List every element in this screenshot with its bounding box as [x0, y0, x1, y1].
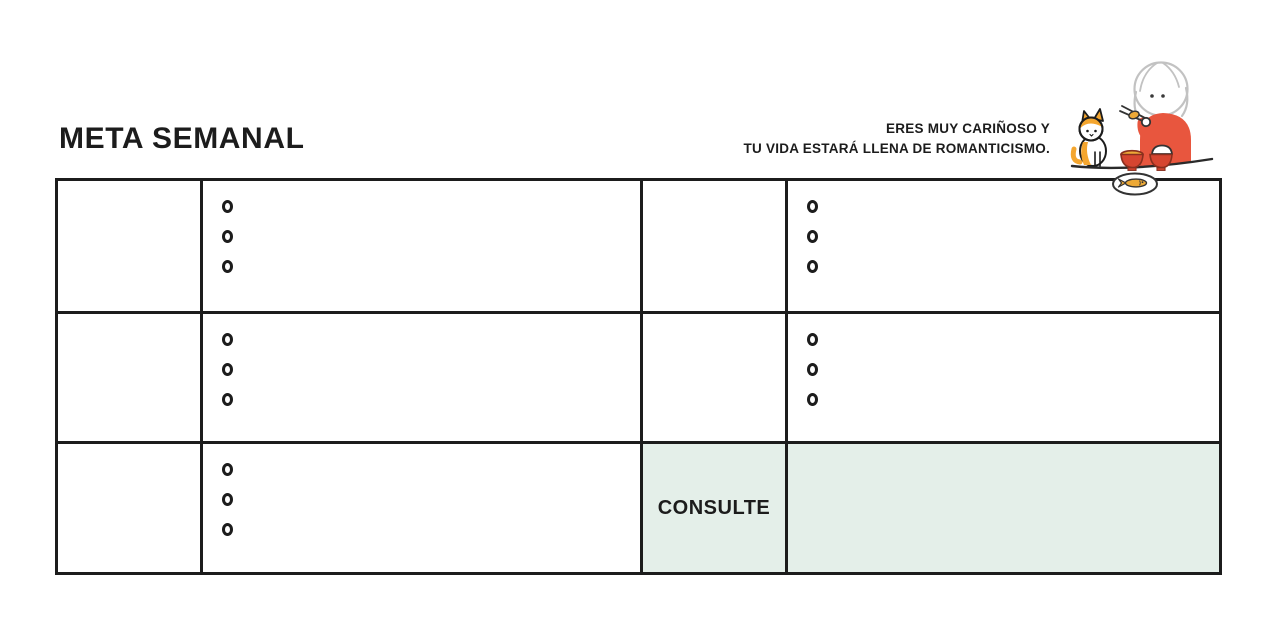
fortune-line-1: ERES MUY CARIÑOSO Y	[885, 121, 1050, 136]
day-cell-r1c3	[643, 181, 785, 311]
checkbox-circle	[807, 393, 818, 406]
woman	[1119, 61, 1191, 168]
checklist-cell-r3c2	[203, 444, 640, 572]
checkbox-circle	[222, 493, 233, 506]
consult-cell: CONSULTE	[643, 444, 785, 572]
checkbox-circle	[807, 230, 818, 243]
checkbox-circle	[222, 260, 233, 273]
checklist-cell-r2c2	[203, 314, 640, 441]
notes-cell-highlight	[788, 444, 1219, 572]
day-cell-r3c1	[58, 444, 200, 572]
fortune-text: ERES MUY CARIÑOSO Y TU VIDA ESTARÁ LLENA…	[744, 119, 1051, 159]
checkbox-circle	[807, 333, 818, 346]
fish-plate	[1112, 172, 1158, 196]
checkbox-circle	[807, 260, 818, 273]
chopsticks	[1119, 105, 1148, 123]
checklist-cell-r2c4	[788, 314, 1219, 441]
checkbox-circle	[222, 393, 233, 406]
rice-bowl	[1149, 144, 1174, 171]
checkbox-circle	[222, 523, 233, 536]
checkbox-circle	[222, 363, 233, 376]
soup-bowl	[1120, 149, 1144, 171]
checkbox-circle	[807, 200, 818, 213]
fortune-line-2: TU VIDA ESTARÁ LLENA DE ROMANTICISMO.	[743, 141, 1050, 156]
cat-icon	[1070, 108, 1107, 167]
checkbox-circle	[807, 363, 818, 376]
checkbox-circle	[222, 333, 233, 346]
day-cell-r1c1	[58, 181, 200, 311]
checkbox-circle	[222, 463, 233, 476]
day-cell-r2c1	[58, 314, 200, 441]
day-cell-r2c3	[643, 314, 785, 441]
checkbox-circle	[222, 230, 233, 243]
checklist-cell-r1c4	[788, 181, 1219, 311]
weekly-goal-table: CONSULTE	[55, 178, 1222, 575]
checklist-cell-r1c2	[203, 181, 640, 311]
checkbox-circle	[222, 200, 233, 213]
page-title: META SEMANAL	[59, 122, 305, 155]
woman-eating-fish-with-cat-illustration	[1070, 61, 1214, 196]
